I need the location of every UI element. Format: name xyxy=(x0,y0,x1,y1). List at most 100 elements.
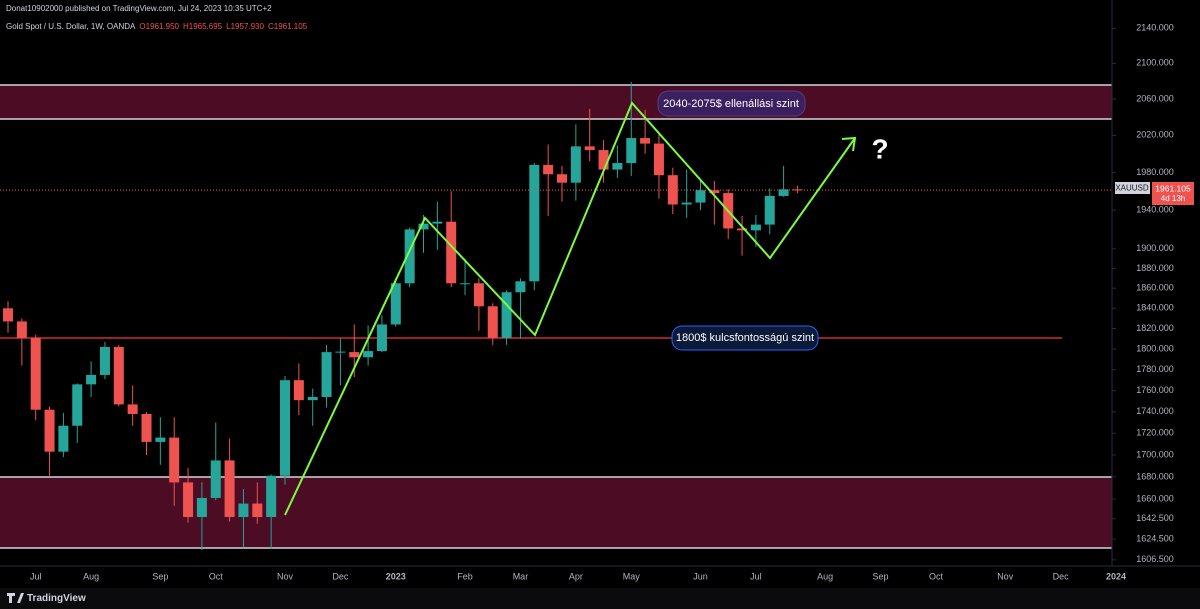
x-tick-label: Sep xyxy=(152,571,168,581)
x-tick-label: Oct xyxy=(929,571,944,581)
candle-body xyxy=(750,224,761,231)
resistance-zone xyxy=(0,85,1112,119)
y-tick-label: 1840.000 xyxy=(1136,303,1174,313)
y-tick-label: 1940.000 xyxy=(1136,205,1174,215)
ohlc: C1961.105 xyxy=(268,22,308,31)
y-tick-label: 1820.000 xyxy=(1136,323,1174,333)
candle-body xyxy=(612,163,623,170)
y-tick-label: 1700.000 xyxy=(1136,449,1174,459)
x-tick-label: 2024 xyxy=(1106,571,1126,581)
y-tick-label: 2140.000 xyxy=(1136,23,1174,33)
x-tick-label: Aug xyxy=(83,571,99,581)
ohlc: L1957.930 xyxy=(226,22,264,31)
candle-body xyxy=(16,321,27,338)
candle-body xyxy=(210,460,221,498)
y-tick-label: 2100.000 xyxy=(1136,58,1174,68)
publisher: Donat10902000 published on TradingView.c… xyxy=(6,4,272,13)
symbol-tag xyxy=(1115,182,1150,194)
candle-body xyxy=(183,482,194,518)
candle-body xyxy=(626,138,637,164)
candle-body xyxy=(321,352,332,398)
candle-body xyxy=(570,146,581,183)
candle-body xyxy=(529,164,540,282)
x-tick-label: 2023 xyxy=(386,571,406,581)
candle-body xyxy=(127,404,138,414)
y-tick-label: 1680.000 xyxy=(1136,471,1174,481)
candle-body xyxy=(44,409,55,452)
candle-body xyxy=(543,164,554,175)
y-tick-label: 1720.000 xyxy=(1136,428,1174,438)
ohlc: O1961.950 xyxy=(139,22,179,31)
candle-body xyxy=(460,283,471,285)
candle-body xyxy=(335,351,346,353)
y-tick-label: 1980.000 xyxy=(1136,167,1174,177)
y-tick-label: 1606.500 xyxy=(1136,554,1174,564)
annotation-pill xyxy=(657,90,806,117)
candle-body xyxy=(141,413,152,442)
y-tick-label: 1760.000 xyxy=(1136,385,1174,395)
y-tick-label: 1900.000 xyxy=(1136,243,1174,253)
candle-body xyxy=(86,374,97,385)
candle-body xyxy=(280,380,290,476)
ohlc: H1965.695 xyxy=(183,22,223,31)
symbol: Gold Spot / U.S. Dollar, 1W, OANDA xyxy=(6,22,136,31)
countdown: 4d 13h xyxy=(1161,194,1185,203)
candle-body xyxy=(515,281,526,293)
x-tick-label: Jun xyxy=(693,571,708,581)
candle-body xyxy=(584,146,595,151)
annotation-pill xyxy=(671,325,819,351)
candle-body xyxy=(113,346,124,405)
candle-body xyxy=(293,380,304,401)
x-tick-label: Feb xyxy=(457,571,473,581)
candle-body xyxy=(695,190,706,203)
candle-body xyxy=(238,503,249,518)
candle-body xyxy=(155,437,166,442)
candle-body xyxy=(390,283,401,325)
candle-body xyxy=(681,202,692,205)
price-tag xyxy=(1152,182,1194,205)
y-tick-label: 2020.000 xyxy=(1136,130,1174,140)
arrow-head xyxy=(841,136,857,152)
x-tick-label: Oct xyxy=(209,571,224,581)
candle-body xyxy=(778,189,789,196)
candle-body xyxy=(764,195,775,225)
candle-body xyxy=(487,306,498,338)
y-tick-label: 1624.500 xyxy=(1136,534,1174,544)
y-tick-label: 1800.000 xyxy=(1136,343,1174,353)
zigzag-path xyxy=(284,101,856,516)
x-tick-label: Nov xyxy=(277,571,294,581)
symbol-tag-text: XAUUSD xyxy=(1115,184,1149,193)
candle-body xyxy=(598,150,609,170)
support-zone xyxy=(0,477,1112,548)
symbol-info: Gold Spot / U.S. Dollar, 1W, OANDA O1961.… xyxy=(6,22,308,31)
x-tick-label: Aug xyxy=(817,571,833,581)
candle-body xyxy=(737,228,748,231)
candle-body xyxy=(363,351,374,358)
candle-body xyxy=(3,308,13,322)
annotation-text: 1800$ kulcsfontosságú szint xyxy=(676,332,814,344)
candle-body xyxy=(30,337,41,410)
candle-body xyxy=(792,189,803,191)
x-tick-label: Nov xyxy=(997,571,1014,581)
x-tick-label: May xyxy=(623,571,641,581)
candle-body xyxy=(224,460,235,518)
footer-brand: TradingView xyxy=(27,593,86,604)
candle-body xyxy=(196,497,207,518)
candle-body xyxy=(58,425,69,452)
y-tick-label: 1660.000 xyxy=(1136,493,1174,503)
footer-bar xyxy=(0,588,1200,609)
x-tick-label: Dec xyxy=(332,571,349,581)
question-mark: ? xyxy=(871,133,888,164)
candle-body xyxy=(557,174,567,183)
candle-body xyxy=(307,397,318,401)
price-tag-text: 1961.105 xyxy=(1155,183,1191,193)
candle-body xyxy=(501,292,512,338)
y-tick-label: 1642.500 xyxy=(1136,513,1174,523)
candle-body xyxy=(376,324,387,352)
candle-body xyxy=(653,143,664,176)
candles xyxy=(0,81,1112,551)
candle-body xyxy=(266,475,277,518)
x-tick-label: Apr xyxy=(569,571,583,581)
x-tick-label: Dec xyxy=(1053,571,1070,581)
